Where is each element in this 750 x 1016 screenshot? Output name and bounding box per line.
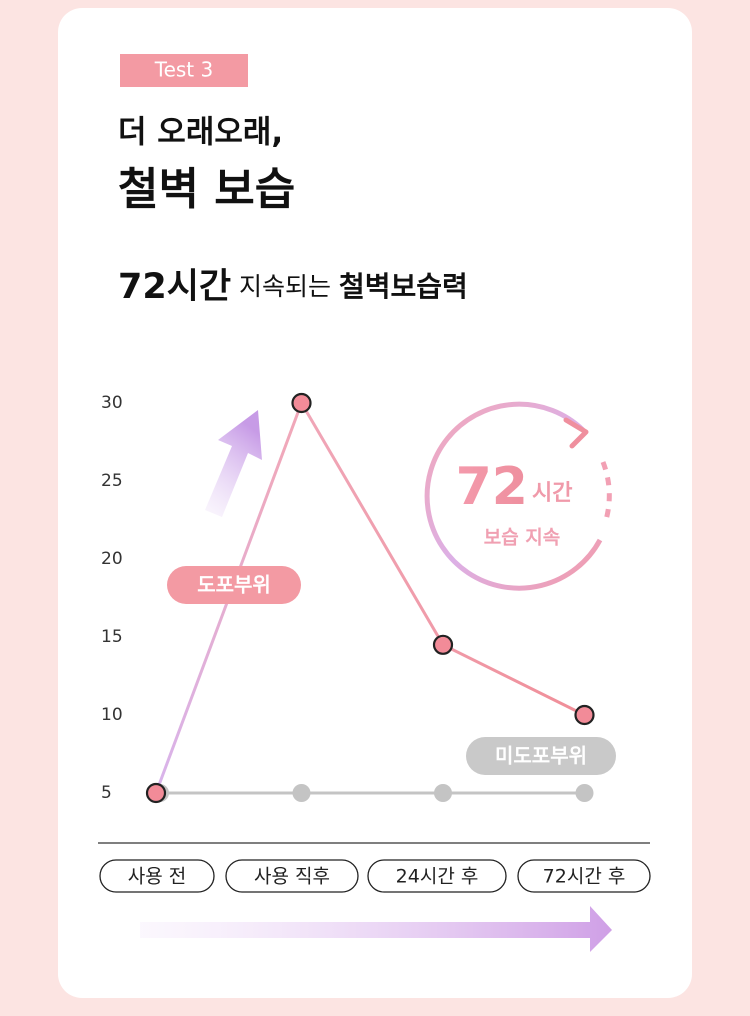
category-pill: [99, 859, 215, 893]
badge-ring-dash: [600, 461, 612, 521]
x-tick-label: 사용 전: [128, 866, 186, 888]
point: [575, 784, 594, 802]
point: [432, 634, 454, 655]
x-tick-label: 72시간 후: [543, 866, 626, 888]
timeline-arrow: [140, 906, 612, 952]
category-pill: [225, 859, 359, 893]
y-tick-label: 20: [101, 549, 123, 569]
category-pill: [367, 859, 507, 893]
tag: Test 3: [154, 58, 213, 82]
subtitle: 72시간 지속되는 철벽보습력: [118, 267, 468, 307]
y-tick-label: 15: [101, 627, 123, 647]
y-tick-label: 5: [101, 783, 112, 803]
x-tick-label: 24시간 후: [396, 866, 479, 888]
title-line: 철벽 보습: [118, 164, 295, 215]
y-tick-label: 10: [101, 705, 123, 725]
badge-unit: 시간: [532, 481, 572, 506]
badge-number: 72: [456, 457, 528, 517]
badge-ring: [424, 401, 603, 591]
legend-label: 도포부위: [197, 573, 271, 597]
subtitle-part: 72시간: [118, 267, 231, 307]
subtitle-part: 철벽보습력: [339, 270, 468, 303]
badge-arrowhead: [563, 417, 589, 449]
y-tick-label: 30: [101, 393, 123, 413]
up-arrow: [205, 410, 262, 517]
title-line: 더 오래오래,: [118, 115, 283, 151]
badge-caption: 보습 지속: [484, 527, 561, 549]
plot: 5 10 15 20 25 30 사용 전 사용 직후 24시간 후 72시간 후 도포부위미도포부…: [99, 392, 651, 893]
point: [434, 784, 452, 802]
x-tick-label: 사용 직후: [254, 866, 330, 888]
y-tick-label: 25: [101, 471, 123, 491]
legend-pill: [167, 566, 301, 604]
tag-box: [120, 54, 248, 87]
legend-pill: [466, 737, 616, 775]
category-pill: [517, 859, 651, 893]
subtitle-part: 지속되는: [231, 272, 339, 301]
point: [291, 392, 312, 414]
legend-label: 미도포부위: [495, 744, 587, 768]
point: [292, 784, 311, 802]
point: [145, 782, 167, 804]
card: [58, 8, 692, 998]
point: [574, 704, 595, 726]
